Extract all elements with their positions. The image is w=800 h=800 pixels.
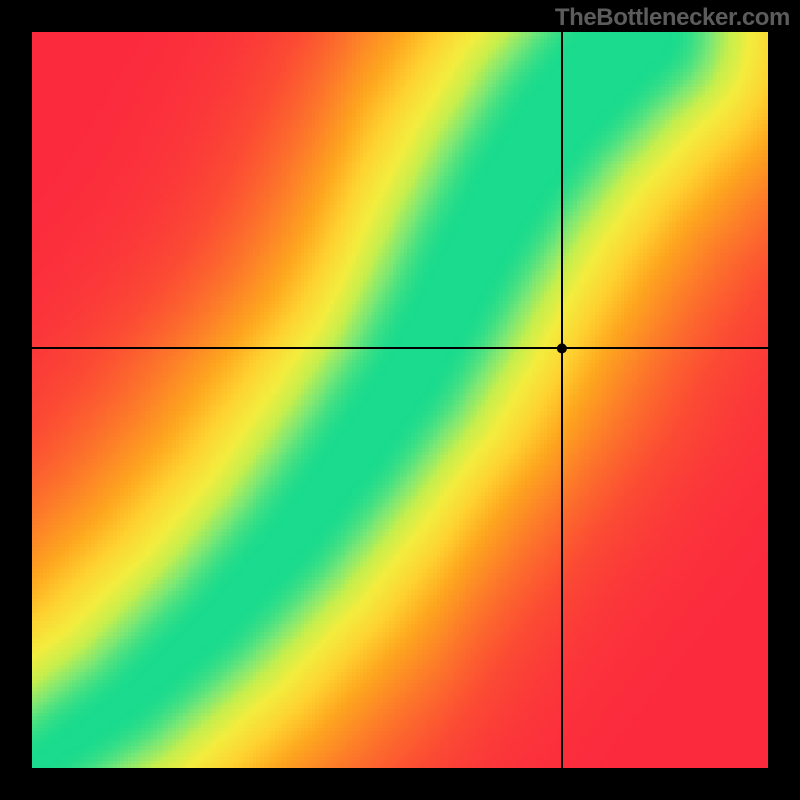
watermark-text: TheBottlenecker.com [555, 4, 790, 32]
chart-root: TheBottlenecker.com [0, 0, 800, 800]
heatmap-canvas [32, 32, 768, 768]
